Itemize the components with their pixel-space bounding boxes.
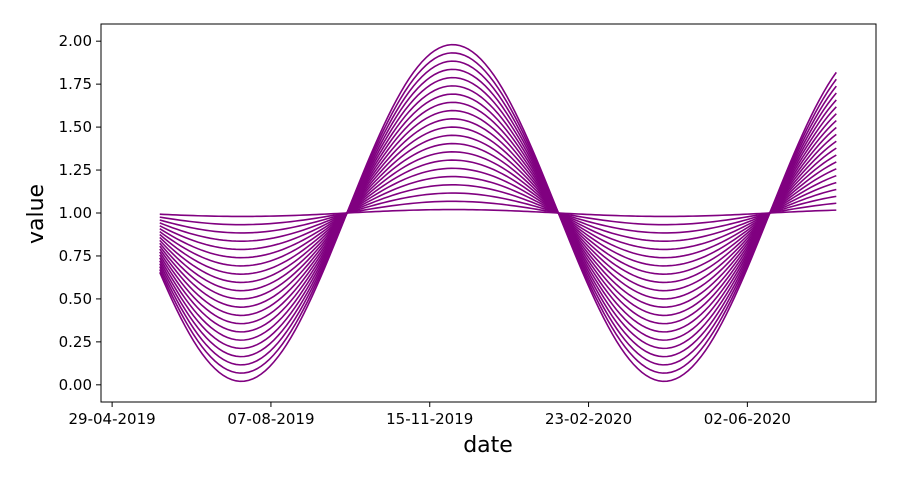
series-line-8: [159, 151, 837, 275]
y-tick-label-1: 0.00: [59, 376, 92, 394]
y-tick-label-7: 1.50: [59, 118, 92, 136]
series-line-18: [159, 68, 837, 358]
series-line-7: [159, 159, 837, 267]
series-layer: [159, 43, 837, 383]
y-tick-label-4: 0.75: [59, 247, 92, 265]
x-tick-label-2: 07-08-2019: [227, 410, 314, 428]
y-tick-label-8: 1.75: [59, 75, 92, 93]
series-line-1: [159, 208, 837, 218]
series-line-13: [159, 109, 837, 317]
series-line-6: [159, 167, 837, 259]
series-line-11: [159, 126, 837, 300]
y-tick-label-6: 1.25: [59, 161, 92, 179]
series-line-21: [159, 43, 837, 383]
series-line-3: [159, 192, 837, 234]
series-line-17: [159, 76, 837, 350]
series-line-14: [159, 101, 837, 325]
series-line-9: [159, 142, 837, 284]
x-tick-label-5: 02-06-2020: [704, 410, 791, 428]
y-tick-label-9: 2.00: [59, 32, 92, 50]
y-tick-label-3: 0.50: [59, 290, 92, 308]
series-line-4: [159, 184, 837, 242]
x-tick-label-4: 23-02-2020: [545, 410, 632, 428]
y-tick-label-5: 1.00: [59, 204, 92, 222]
y-axis-label: value: [24, 184, 49, 244]
x-tick-label-1: 29-04-2019: [69, 410, 156, 428]
series-line-15: [159, 93, 837, 333]
x-axis: 29-04-2019 07-08-2019 15-11-2019 23-02-2020…: [69, 402, 791, 428]
series-line-19: [159, 60, 837, 366]
y-axis: 0.00 0.25 0.50 0.75 1.00 1.25 1.50 1.75 2.00: [59, 32, 101, 394]
series-line-10: [159, 134, 837, 292]
series-line-5: [159, 175, 837, 251]
series-line-20: [159, 52, 837, 374]
y-tick-label-2: 0.25: [59, 333, 92, 351]
series-line-12: [159, 118, 837, 308]
x-axis-label: date: [463, 433, 513, 458]
series-line-16: [159, 85, 837, 341]
x-tick-label-3: 15-11-2019: [386, 410, 473, 428]
series-line-2: [159, 200, 837, 226]
